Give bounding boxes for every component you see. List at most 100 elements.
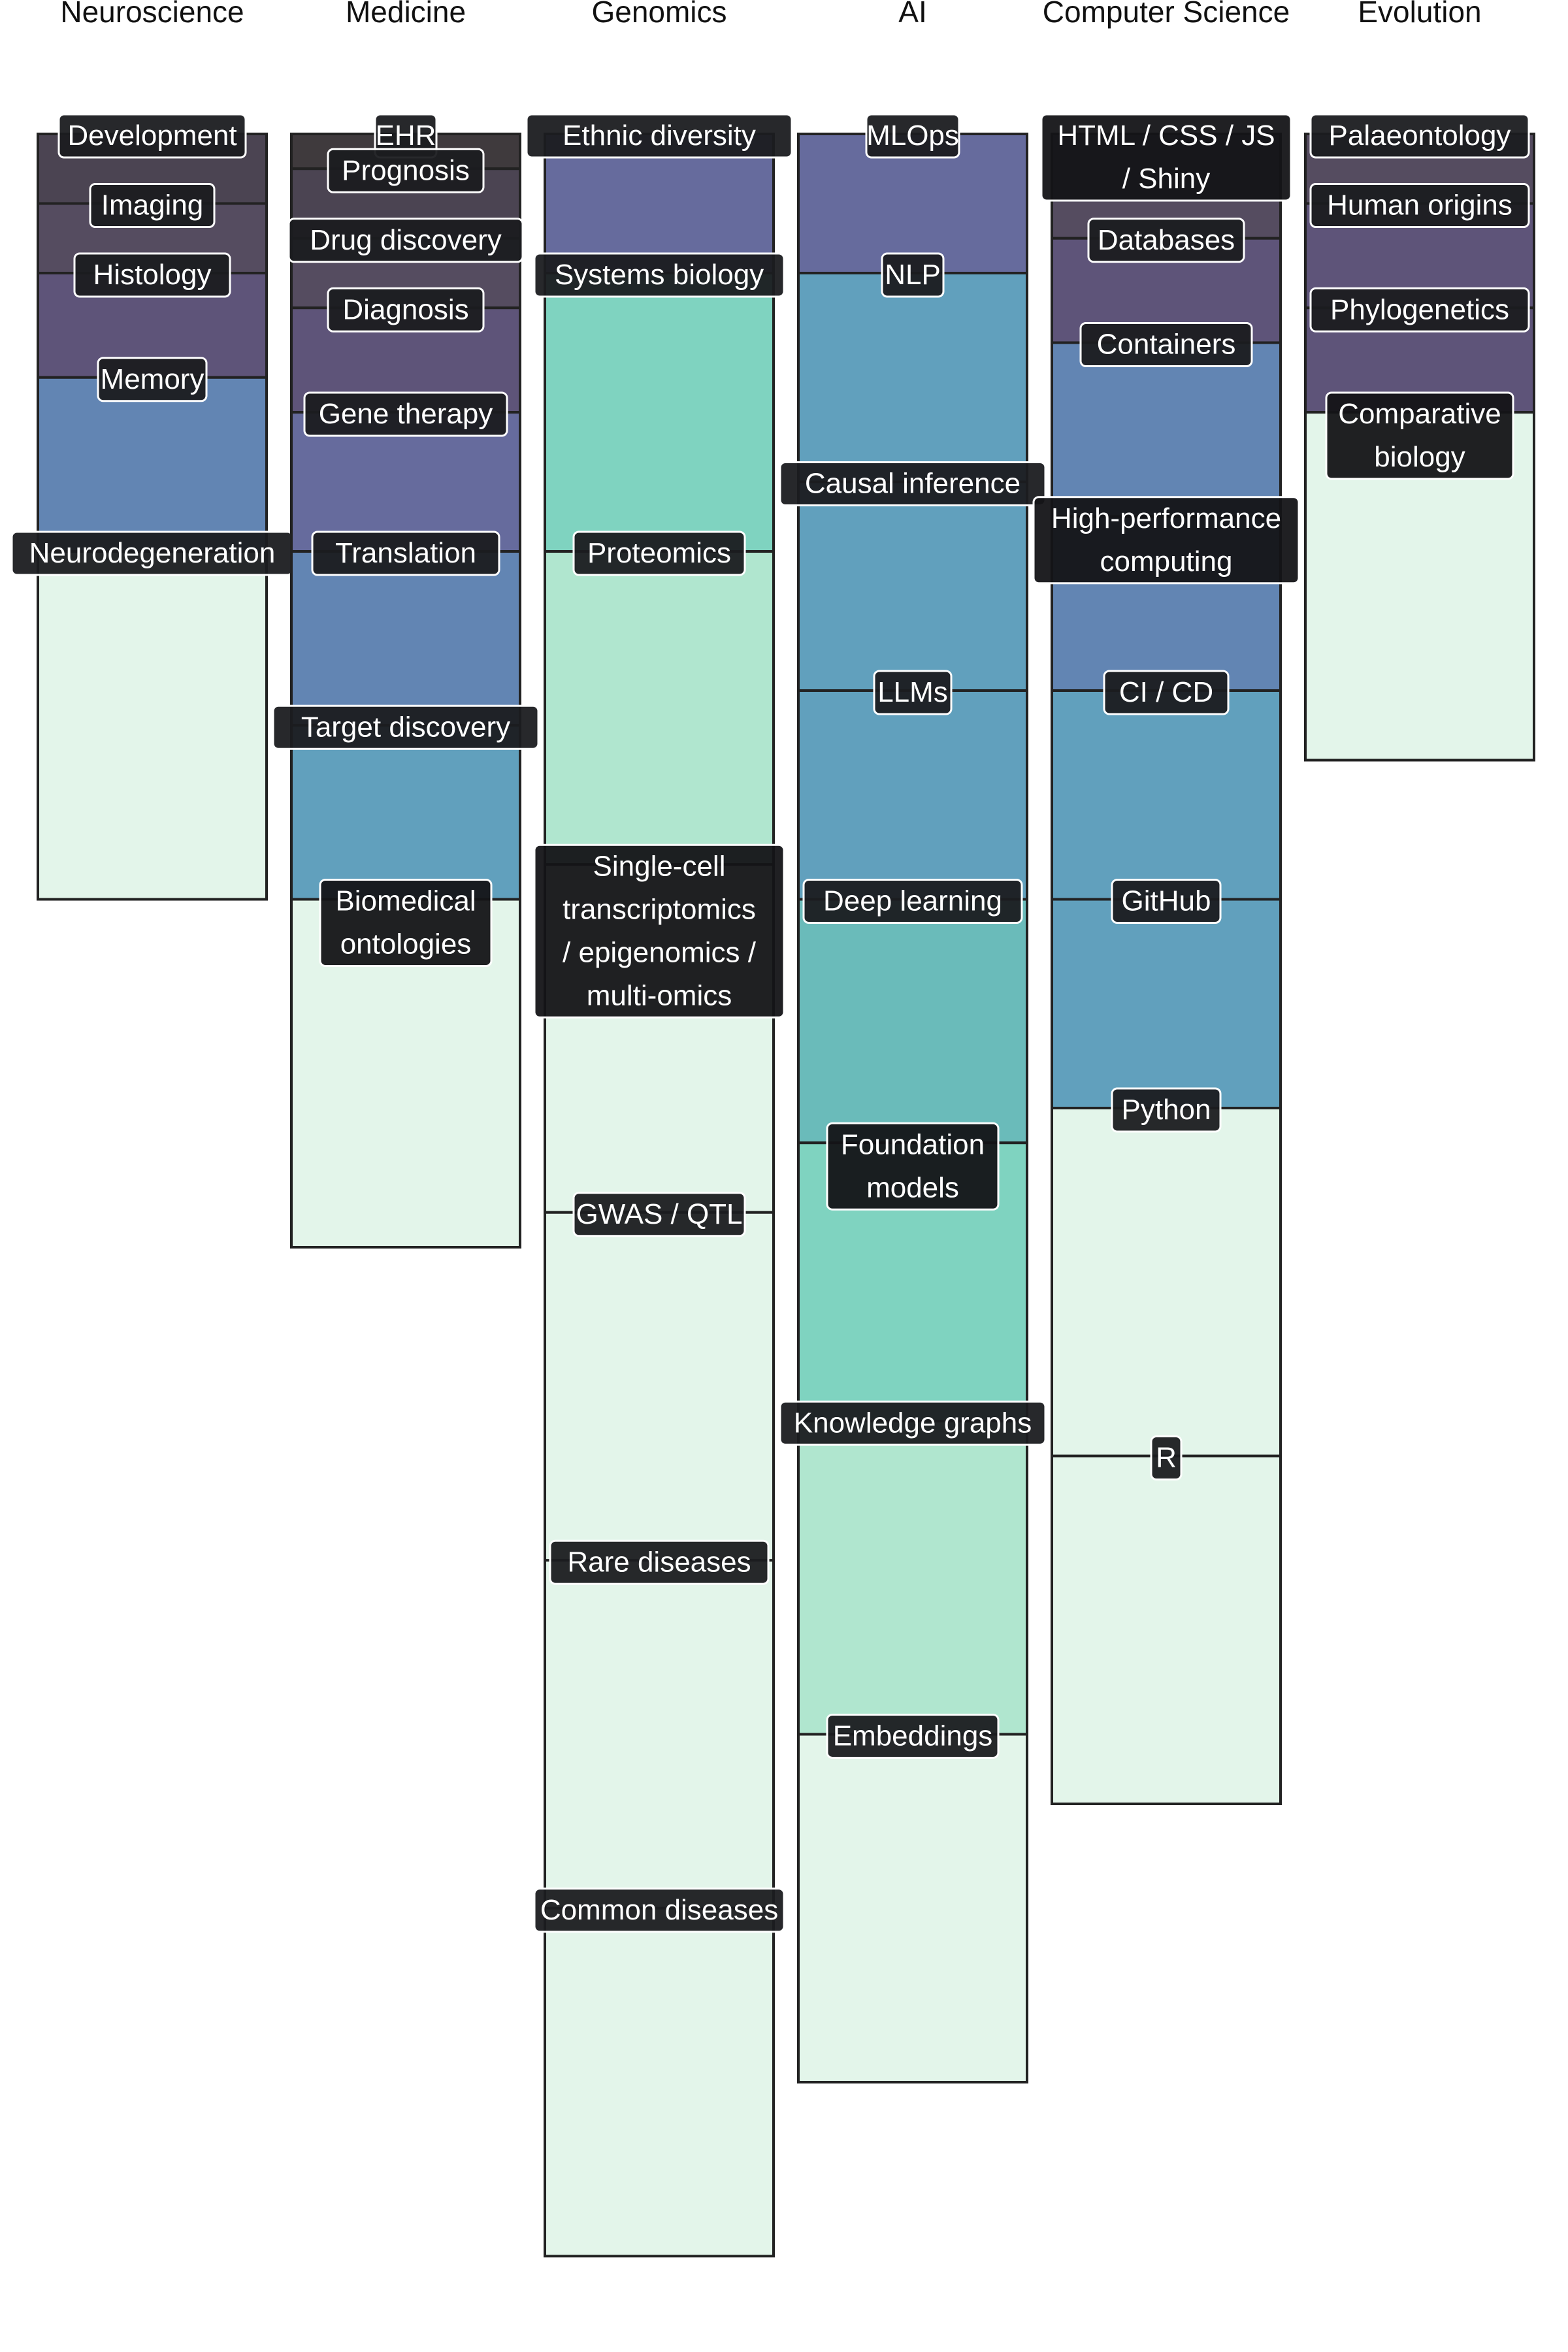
segment-label-text: EHR (376, 120, 436, 152)
label-background (826, 1714, 1000, 1759)
label-background (1032, 496, 1300, 585)
segment-label: Phylogenetics (1309, 287, 1530, 333)
segment-bar (797, 689, 1028, 901)
column-genomics: Ethnic diversity Systems biology Proteomic… (525, 113, 793, 2258)
label-background (533, 1887, 785, 1933)
segment-bar (1051, 341, 1282, 518)
segment-label-text: Foundation models (841, 1128, 985, 1203)
segment-label-text: Target discovery (301, 711, 510, 743)
segment-label-text: High-performance computing (1051, 502, 1281, 577)
segment-label-text: Databases (1098, 223, 1235, 255)
segment-label-text: CI / CD (1119, 676, 1213, 708)
segment-label-text: GitHub (1122, 885, 1211, 917)
label-background (881, 252, 945, 298)
segment-label: MLOps (865, 113, 960, 159)
label-background (319, 879, 493, 967)
segment-label-text: Containers (1097, 328, 1236, 360)
segment-label-text: Translation (335, 537, 476, 569)
segment-label: Development (57, 113, 247, 159)
segment-label: HTML / CSS / JS / Shiny (1040, 113, 1292, 202)
segment-label-text: Diagnosis (342, 293, 468, 325)
segment-label-text: GWAS / QTL (576, 1198, 742, 1230)
label-background (1111, 1087, 1222, 1133)
segment-bar (37, 550, 268, 901)
segment-label: CI / CD (1103, 670, 1230, 715)
segment-label: Systems biology (533, 252, 785, 298)
label-background (802, 879, 1023, 924)
segment-label: Diagnosis (327, 287, 485, 333)
column-ai: MLOps NLP Causal inference LLMs Deep learnin… (779, 113, 1047, 2083)
segment-label: Comparative biology (1325, 391, 1514, 480)
segment-label-text: Histology (93, 259, 212, 291)
segment-label: EHR (374, 113, 438, 159)
label-background (327, 148, 485, 193)
segment-label: Translation (311, 531, 500, 576)
column-computer-science: HTML / CSS / JS / Shiny Databases Container… (1032, 113, 1300, 1805)
label-background (97, 357, 208, 402)
segment-bar (1051, 1107, 1282, 1458)
segment-label: Palaeontology (1309, 113, 1530, 159)
label-background (1040, 113, 1292, 202)
label-background (779, 1400, 1047, 1446)
segment-label-text: Comparative biology (1338, 398, 1501, 473)
segment-label: Memory (97, 357, 208, 402)
segment-label-text: Embeddings (833, 1720, 993, 1752)
segment-label: Common diseases (533, 1887, 785, 1933)
segment-label-text: Memory (101, 363, 204, 395)
segment-label: LLMs (873, 670, 953, 715)
label-background (311, 531, 500, 576)
segment-bar (37, 376, 268, 553)
segment-label: Rare diseases (549, 1539, 770, 1585)
segment-label-text: HTML / CSS / JS / Shiny (1057, 120, 1275, 195)
columns: Development Imaging Histology Memory Neurode… (10, 113, 1535, 2258)
segment-bar (1051, 689, 1282, 901)
segment-label: Drug discovery (287, 218, 524, 263)
segment-label-text: Proteomics (587, 537, 731, 569)
segment-bar (797, 1420, 1028, 1736)
label-background (1079, 322, 1253, 367)
column-title: Computer Science (1043, 0, 1290, 29)
segment-label-text: Causal inference (805, 467, 1021, 499)
segment-label-text: Systems biology (555, 259, 764, 291)
segment-label-text: Deep learning (823, 885, 1002, 917)
segment-label: Target discovery (272, 704, 540, 750)
segment-label: Prognosis (327, 148, 485, 193)
label-background (1309, 287, 1530, 333)
segment-bar (797, 480, 1028, 692)
label-background (89, 183, 216, 228)
segment-label: Human origins (1309, 183, 1530, 228)
segment-bar (290, 724, 521, 901)
segment-label-text: Single-cell transcriptomics / epigenomics … (563, 850, 757, 1011)
segment-label: Neurodegeneration (10, 531, 294, 576)
segment-bar (544, 1906, 775, 2258)
column-title: Genomics (591, 0, 727, 29)
label-background (1309, 183, 1530, 228)
label-background (1150, 1435, 1183, 1480)
segment-label-text: Neurodegeneration (29, 537, 276, 569)
label-background (272, 704, 540, 750)
segment-label: Ethnic diversity (525, 113, 793, 159)
segment-label: R (1150, 1435, 1183, 1480)
segment-bar (797, 1733, 1028, 2083)
segment-bar (1051, 898, 1282, 1109)
column-titles: Neuroscience Medicine Genomics AI Computer S… (60, 0, 1481, 29)
column-neuroscience: Development Imaging Histology Memory Neurode… (10, 113, 294, 901)
segment-label: Deep learning (802, 879, 1023, 924)
label-background (572, 531, 746, 576)
segment-label-text: Rare diseases (567, 1546, 751, 1578)
segment-label-text: MLOps (866, 120, 959, 152)
column-title: AI (898, 0, 926, 29)
segment-label-text: Development (67, 120, 237, 152)
segment-label-text: R (1156, 1441, 1177, 1473)
label-background (549, 1539, 770, 1585)
segment-label-text: Human origins (1327, 189, 1512, 221)
segment-label: Python (1111, 1087, 1222, 1133)
segment-bar (544, 1211, 775, 1562)
segment-label-text: Drug discovery (310, 223, 501, 255)
label-background (826, 1122, 1000, 1211)
segment-bar (1051, 1454, 1282, 1805)
label-background (1111, 879, 1222, 924)
label-background (73, 252, 231, 298)
segment-label: Foundation models (826, 1122, 1000, 1211)
